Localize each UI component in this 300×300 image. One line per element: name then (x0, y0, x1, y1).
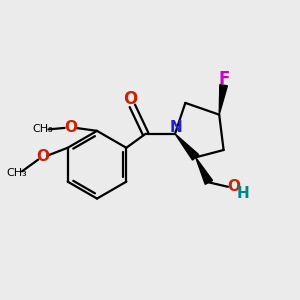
Text: CH₃: CH₃ (6, 168, 27, 178)
Text: O: O (123, 90, 137, 108)
Text: N: N (169, 120, 182, 135)
Text: O: O (64, 119, 77, 134)
Polygon shape (219, 85, 227, 115)
Text: F: F (219, 70, 230, 88)
Text: O: O (227, 179, 240, 194)
Polygon shape (175, 134, 199, 160)
Text: H: H (236, 186, 249, 201)
Text: O: O (36, 149, 49, 164)
Text: CH₃: CH₃ (33, 124, 53, 134)
Polygon shape (196, 158, 212, 184)
